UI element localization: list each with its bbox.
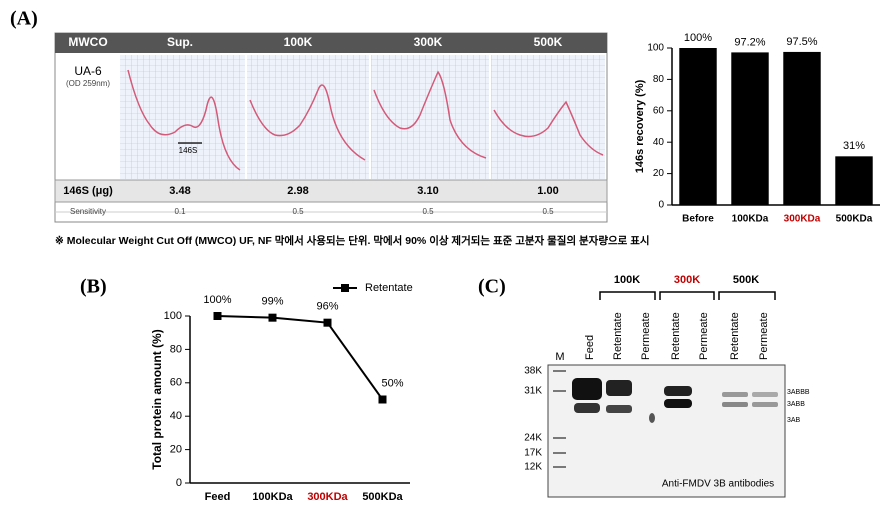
x-tick-label: 500KDa	[362, 491, 403, 503]
point	[268, 313, 277, 322]
table-cell: 0.5	[292, 207, 304, 216]
y-axis-label: 146s recovery (%)	[634, 79, 646, 173]
table-cell: Sensitivity	[70, 207, 106, 216]
size-marker: 38K	[524, 366, 542, 377]
value-label: 100%	[203, 294, 231, 306]
y-tick-label: 40	[653, 137, 665, 148]
panel-label: (B)	[80, 276, 107, 298]
y-tick-label: 100	[647, 43, 664, 54]
band-label: 3ABB	[787, 401, 805, 408]
table-cell: 2.98	[287, 185, 308, 197]
bar	[835, 156, 873, 205]
x-tick-label: 100KDa	[732, 214, 769, 225]
table-header: 300K	[414, 35, 443, 49]
value-label: 50%	[381, 377, 403, 389]
legend-label: Retentate	[365, 282, 413, 294]
band-label: 3ABBB	[787, 389, 810, 396]
size-marker: 31K	[524, 386, 542, 397]
y-tick-label: 20	[653, 168, 665, 179]
lane-label: Retentate	[612, 312, 624, 360]
x-tick-label: Feed	[205, 491, 231, 503]
marker-lane-label: M	[555, 351, 564, 363]
lane-label: Permeate	[758, 312, 770, 360]
lane-label: Permeate	[640, 312, 652, 360]
mwco-table: MWCO Sup. 100K 300K 500K UA-6 (OD 259nm)…	[54, 32, 608, 223]
y-tick-label: 0	[658, 200, 664, 211]
size-marker: 24K	[524, 433, 542, 444]
bar	[783, 51, 821, 205]
band-label: 3AB	[787, 417, 801, 424]
panel-label: (A)	[10, 8, 38, 30]
group-label: 500K	[733, 274, 759, 286]
x-tick-label: Before	[682, 214, 714, 225]
table-cell: 0.5	[542, 207, 554, 216]
y-tick-label: 20	[170, 444, 182, 456]
bar	[679, 48, 717, 205]
table-cell: 3.10	[417, 185, 438, 197]
value-label: 97.2%	[734, 36, 765, 48]
peak-label: 146S	[179, 146, 198, 155]
table-cell: 0.1	[174, 207, 186, 216]
lane-label: Retentate	[670, 312, 682, 360]
value-label: 97.5%	[786, 36, 817, 48]
value-label: 100%	[684, 32, 712, 44]
lane-label: Retentate	[729, 312, 741, 360]
y-tick-label: 80	[653, 74, 665, 85]
value-label: 31%	[843, 140, 865, 152]
value-label: 96%	[316, 301, 338, 313]
table-cell: 1.00	[537, 185, 558, 197]
value-label: 99%	[261, 296, 283, 308]
x-tick-label: 300KDa	[307, 491, 348, 503]
panel-label: (C)	[478, 276, 506, 298]
y-tick-label: 60	[653, 105, 665, 116]
table-header: 100K	[284, 35, 313, 49]
lane-label: Permeate	[698, 312, 710, 360]
table-header: Sup.	[167, 35, 193, 49]
western-blot: (C) 100K 300K 500K M Feed Retentate Perm…	[478, 274, 810, 498]
table-cell: 146S (μg)	[63, 185, 113, 197]
y-tick-label: 0	[176, 477, 182, 489]
sample-note: (OD 259nm)	[66, 79, 110, 88]
table-cell: 3.48	[169, 185, 190, 197]
size-marker: 12K	[524, 462, 542, 473]
y-tick-label: 80	[170, 343, 182, 355]
point	[378, 395, 387, 404]
point	[323, 318, 332, 327]
line	[217, 315, 384, 401]
bar	[731, 52, 769, 206]
group-label: 300K	[674, 274, 700, 286]
chromatograms: 146S	[120, 55, 605, 179]
group-label: 100K	[614, 274, 640, 286]
table-cell: 0.5	[422, 207, 434, 216]
antibody-label: Anti-FMDV 3B antibodies	[662, 479, 774, 490]
x-tick-label: 100KDa	[252, 491, 293, 503]
x-tick-label: 300KDa	[784, 214, 821, 225]
point	[213, 312, 222, 320]
footnote: ※ Molecular Weight Cut Off (MWCO) UF, NF…	[55, 234, 650, 247]
size-marker: 17K	[524, 448, 542, 459]
y-tick-label: 60	[170, 377, 182, 389]
lane-label: Feed	[584, 335, 596, 360]
y-axis-label: Total protein amount (%)	[150, 329, 164, 469]
sample-name: UA-6	[74, 64, 102, 78]
y-tick-label: 100	[164, 310, 182, 322]
table-header: MWCO	[68, 35, 107, 49]
table-header: 500K	[534, 35, 563, 49]
x-tick-label: 500KDa	[836, 214, 873, 225]
y-tick-label: 40	[170, 410, 182, 422]
